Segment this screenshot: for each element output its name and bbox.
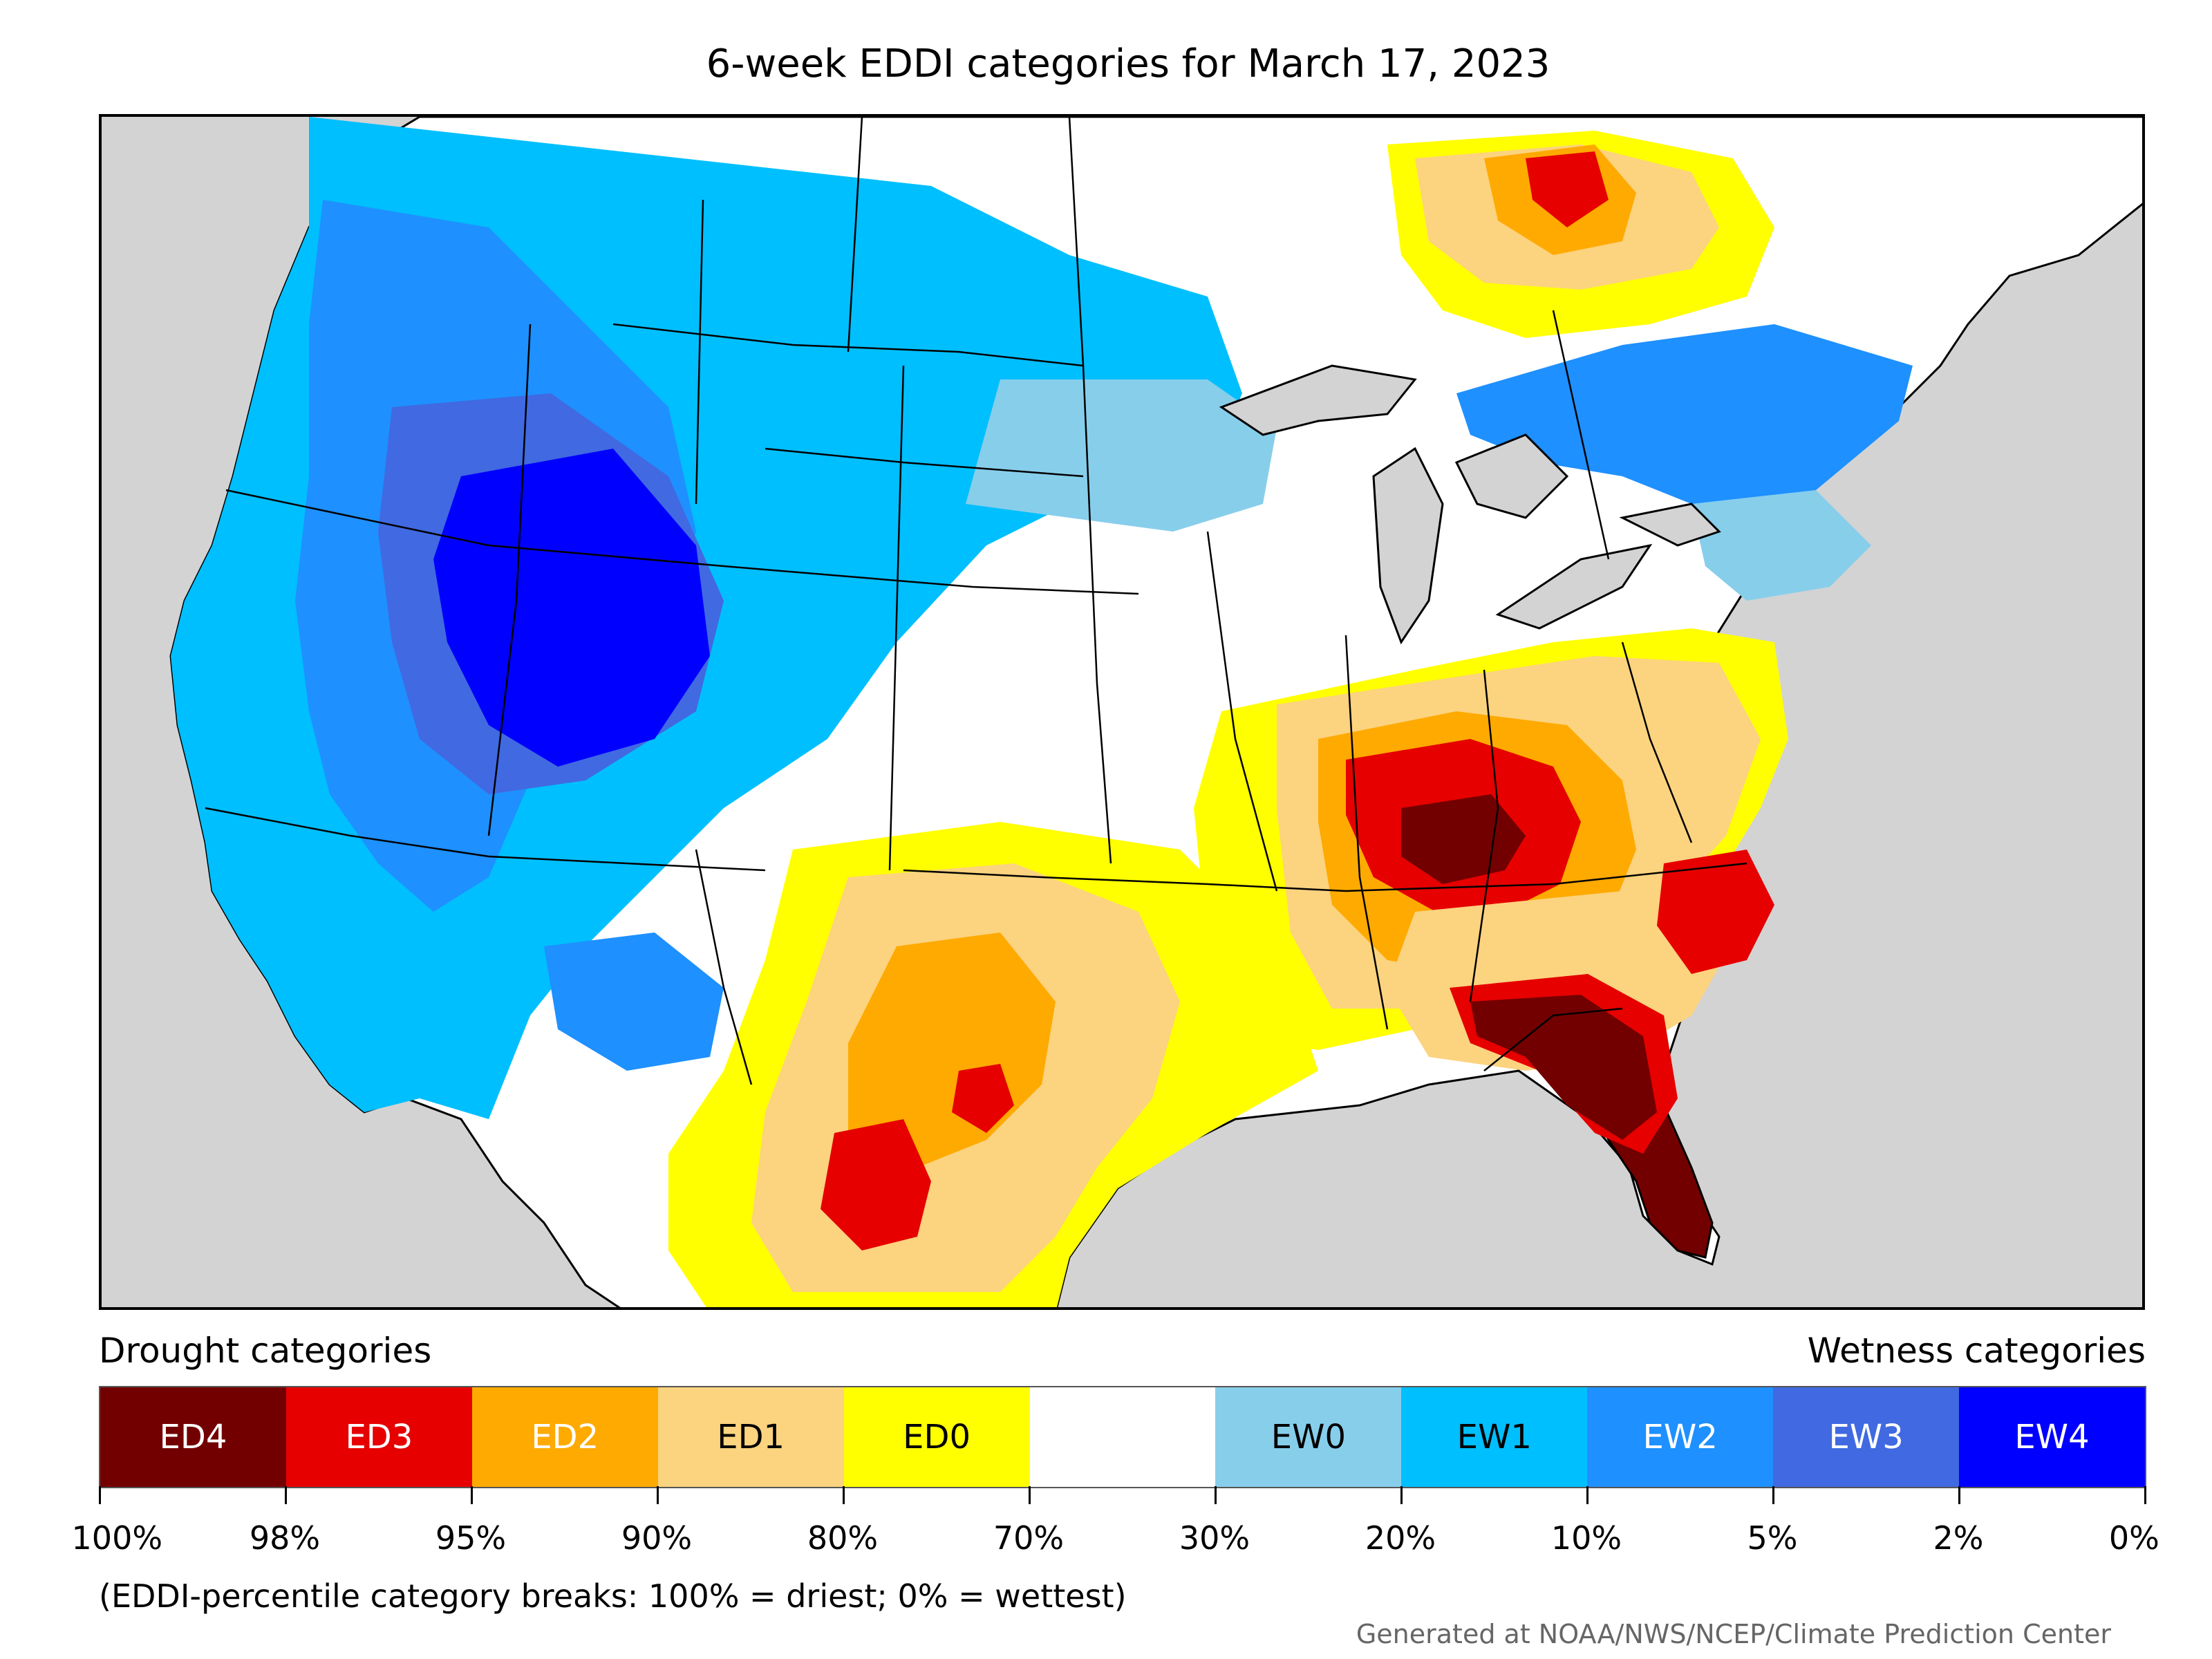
wet-region-ew4 <box>433 449 710 767</box>
legend-tick-label: 98% <box>249 1519 321 1557</box>
legend-tick <box>1772 1486 1774 1504</box>
legend-segment-ed3: ED3 <box>285 1387 472 1487</box>
legend-tick <box>843 1486 845 1504</box>
legend-segment-neutral <box>1029 1387 1216 1487</box>
legend-tick-label: 80% <box>807 1519 879 1557</box>
legend-segment-ed2: ED2 <box>471 1387 658 1487</box>
legend-tick <box>471 1486 473 1504</box>
legend-tick <box>1029 1486 1031 1504</box>
legend-tick <box>1958 1486 1960 1504</box>
drought-carolina-ed3 <box>1657 850 1774 974</box>
eddi-map-canvas <box>102 117 2142 1307</box>
wet-region-ew2-south <box>544 932 724 1071</box>
legend-tick <box>1586 1486 1588 1504</box>
legend-segment-ew3: EW3 <box>1773 1387 1960 1487</box>
legend-tick <box>1215 1486 1217 1504</box>
eddi-map <box>99 114 2145 1310</box>
legend-tick <box>99 1486 101 1504</box>
legend-segment-ew0: EW0 <box>1215 1387 1402 1487</box>
legend-tick <box>2144 1486 2146 1504</box>
drought-south-ed3 <box>821 1119 931 1250</box>
legend-tick <box>1400 1486 1403 1504</box>
legend-note: (EDDI-percentile category breaks: 100% =… <box>99 1577 1127 1615</box>
legend-tick-label: 0% <box>2108 1519 2159 1557</box>
wet-region-plains-ew0 <box>966 379 1277 532</box>
legend-segment-ed4: ED4 <box>100 1387 286 1487</box>
drought-southeast-ed4 <box>1470 995 1657 1140</box>
legend-tick-label: 5% <box>1747 1519 1798 1557</box>
legend-tick-label: 10% <box>1550 1519 1622 1557</box>
legend-tick-label: 100% <box>71 1519 163 1557</box>
great-lakes <box>1219 364 1721 645</box>
legend-tick-label: 30% <box>1179 1519 1250 1557</box>
legend-tick-label: 95% <box>435 1519 507 1557</box>
credit-line: Generated at NOAA/NWS/NCEP/Climate Predi… <box>1356 1619 2111 1649</box>
legend-segment-ew2: EW2 <box>1587 1387 1774 1487</box>
legend-tick-label: 2% <box>1933 1519 1984 1557</box>
wet-region-northeast <box>1456 324 1913 532</box>
drought-east-ed4 <box>1401 794 1526 884</box>
wetness-categories-heading: Wetness categories <box>1807 1331 2146 1371</box>
drought-categories-heading: Drought categories <box>99 1331 432 1371</box>
drought-canada-ed3 <box>1526 151 1609 227</box>
state-borders <box>205 117 1747 1085</box>
legend-tick <box>657 1486 659 1504</box>
legend-ticks <box>99 1486 2146 1514</box>
drought-south-ed3-b <box>952 1064 1014 1133</box>
legend-segment-ed0: ED0 <box>843 1387 1030 1487</box>
color-legend: ED4 ED3 ED2 ED1 ED0 EW0 EW1 EW2 EW3 EW4 <box>99 1386 2146 1488</box>
legend-segment-ed1: ED1 <box>657 1387 844 1487</box>
legend-tick-label: 70% <box>993 1519 1065 1557</box>
legend-tick-label: 20% <box>1365 1519 1436 1557</box>
legend-tick <box>285 1486 287 1504</box>
map-title: 6-week EDDI categories for March 17, 202… <box>706 41 1550 86</box>
wet-region-northeast-ew0 <box>1691 490 1871 601</box>
legend-tick-label: 90% <box>621 1519 693 1557</box>
legend-segment-ew4: EW4 <box>1959 1387 2145 1487</box>
legend-segment-ew1: EW1 <box>1401 1387 1588 1487</box>
